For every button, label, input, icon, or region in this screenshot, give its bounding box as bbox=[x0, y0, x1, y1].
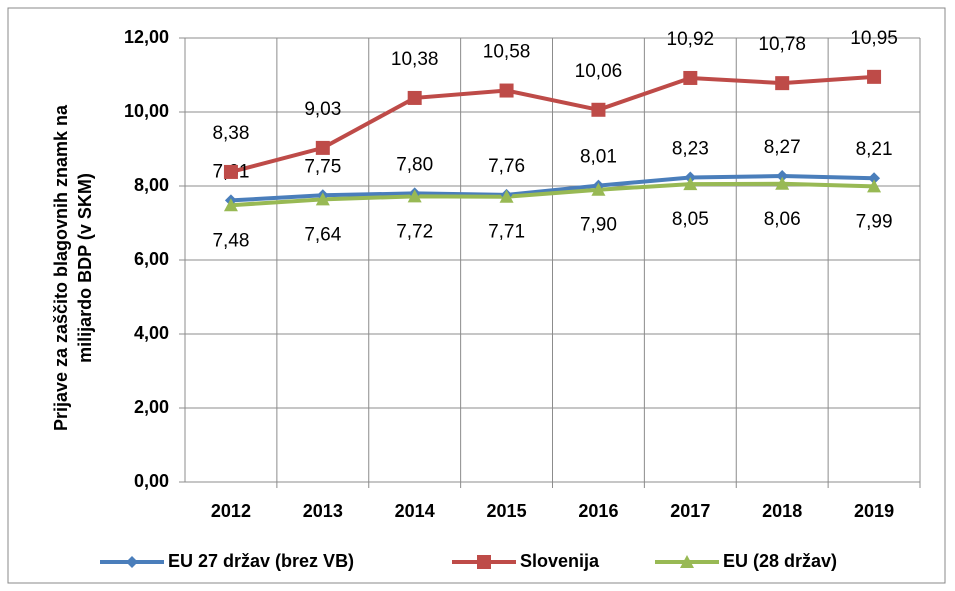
marker bbox=[868, 172, 881, 185]
plot: 7,617,757,807,768,018,238,278,218,389,03… bbox=[212, 28, 897, 251]
marker bbox=[680, 555, 694, 568]
series-line bbox=[230, 74, 875, 174]
y-tick-label: 2,00 bbox=[134, 397, 169, 417]
marker bbox=[477, 555, 491, 569]
x-tick-label: 2013 bbox=[303, 501, 343, 521]
value-label: 8,05 bbox=[672, 209, 709, 230]
marker bbox=[499, 83, 514, 98]
marker bbox=[776, 170, 789, 183]
y-tick-label: 6,00 bbox=[134, 249, 169, 269]
marker bbox=[683, 177, 698, 191]
value-label: 8,01 bbox=[580, 147, 617, 168]
value-label: 10,92 bbox=[667, 29, 715, 50]
value-label: 10,06 bbox=[575, 61, 623, 82]
value-label: 10,58 bbox=[483, 42, 531, 63]
marker bbox=[867, 69, 882, 84]
marker bbox=[591, 102, 606, 117]
x-tick-label: 2016 bbox=[578, 501, 618, 521]
series-line bbox=[230, 174, 875, 203]
marker bbox=[223, 164, 238, 179]
legend-label: Slovenija bbox=[520, 551, 600, 571]
marker bbox=[867, 179, 882, 193]
x-tick-label: 2014 bbox=[395, 501, 435, 521]
marker bbox=[683, 70, 698, 85]
marker bbox=[499, 189, 514, 203]
y-tick-label: 12,00 bbox=[124, 27, 169, 47]
marker bbox=[407, 189, 422, 203]
chart-border bbox=[7, 7, 946, 584]
legend: EU 27 držav (brez VB) Slovenija EU (28 drž… bbox=[100, 551, 837, 571]
value-label: 7,71 bbox=[488, 222, 525, 243]
y-axis-label: milijardo BDP (v SKM) bbox=[75, 173, 95, 363]
value-label: 8,06 bbox=[764, 209, 801, 230]
x-tick-label: 2018 bbox=[762, 501, 802, 521]
value-label: 9,03 bbox=[304, 99, 341, 120]
value-label: 7,90 bbox=[580, 215, 617, 236]
x-tick-label: 2019 bbox=[854, 501, 894, 521]
x-tick-label: 2017 bbox=[670, 501, 710, 521]
value-label: 7,48 bbox=[212, 230, 249, 251]
value-label: 8,27 bbox=[764, 137, 801, 158]
value-label: 8,21 bbox=[856, 139, 893, 160]
marker bbox=[126, 556, 138, 568]
y-tick-label: 10,00 bbox=[124, 101, 169, 121]
value-label: 7,76 bbox=[488, 156, 525, 177]
y-tick-label: 4,00 bbox=[134, 323, 169, 343]
legend-label: EU (28 držav) bbox=[723, 551, 837, 571]
value-label: 7,64 bbox=[304, 224, 341, 245]
marker bbox=[315, 192, 330, 206]
y-tick-label: 8,00 bbox=[134, 175, 169, 195]
value-label: 7,72 bbox=[396, 221, 433, 242]
value-label: 10,78 bbox=[758, 34, 806, 55]
x-tick-label: 2012 bbox=[211, 501, 251, 521]
marker bbox=[223, 198, 238, 212]
marker bbox=[775, 176, 790, 190]
value-label: 8,38 bbox=[212, 123, 249, 144]
value-label: 7,99 bbox=[856, 211, 893, 232]
x-tick-label: 2015 bbox=[487, 501, 527, 521]
value-label: 10,38 bbox=[391, 49, 439, 70]
legend-label: EU 27 držav (brez VB) bbox=[168, 551, 354, 571]
value-label: 10,95 bbox=[850, 28, 898, 49]
value-label: 7,75 bbox=[304, 156, 341, 177]
marker bbox=[407, 90, 422, 105]
grid: 0,00 2,00 4,00 6,00 8,00 10,00 12,00 2012 2013 20… bbox=[124, 27, 921, 521]
y-tick-label: 0,00 bbox=[134, 471, 169, 491]
marker bbox=[315, 140, 330, 155]
y-axis-label: Prijave za zaščito blagovnih znamk na bbox=[51, 104, 71, 431]
marker bbox=[775, 76, 790, 91]
value-label: 8,23 bbox=[672, 139, 709, 160]
marker bbox=[591, 182, 606, 196]
value-label: 7,80 bbox=[396, 154, 433, 175]
series-line bbox=[230, 181, 875, 208]
